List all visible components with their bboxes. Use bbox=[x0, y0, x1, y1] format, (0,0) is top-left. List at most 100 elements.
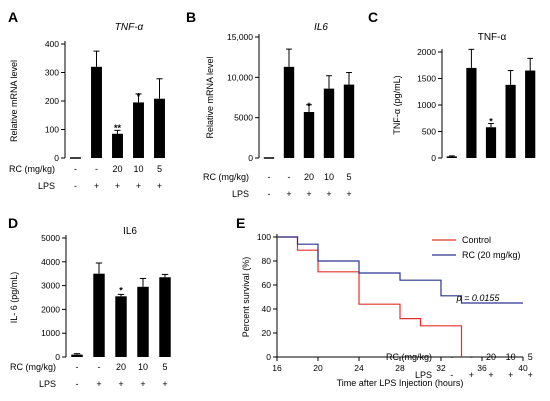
bar bbox=[133, 102, 144, 158]
y-axis-label: Relative mRNA level bbox=[205, 56, 215, 138]
condition-value: - bbox=[98, 362, 101, 372]
y-tick-label: 60 bbox=[262, 280, 272, 290]
condition-label: LPS bbox=[38, 181, 55, 191]
y-tick-label: 40 bbox=[262, 304, 272, 314]
y-tick-label: 1000 bbox=[41, 328, 60, 338]
condition-label: RC (mg/kg) bbox=[9, 164, 55, 174]
y-tick-label: 5000 bbox=[41, 233, 60, 243]
panel-letter: C bbox=[368, 9, 378, 25]
condition-value: - bbox=[74, 164, 77, 174]
bar bbox=[466, 67, 477, 158]
bar bbox=[525, 70, 536, 158]
condition-value: - bbox=[450, 370, 453, 380]
condition-value: + bbox=[115, 181, 120, 191]
bar bbox=[71, 354, 83, 357]
significance-label: * bbox=[137, 91, 141, 101]
chart-title: IL6 bbox=[314, 22, 328, 33]
bar bbox=[323, 88, 335, 158]
panel-letter: A bbox=[8, 9, 18, 25]
x-tick-label: 16 bbox=[272, 363, 282, 373]
condition-value: 10 bbox=[133, 164, 143, 174]
condition-value: - bbox=[95, 164, 98, 174]
significance-label: ** bbox=[114, 123, 122, 133]
condition-value: + bbox=[162, 379, 167, 389]
condition-value: + bbox=[286, 189, 291, 199]
condition-value: + bbox=[488, 370, 493, 380]
bar bbox=[112, 133, 123, 158]
condition-value: - bbox=[268, 189, 271, 199]
condition-value: + bbox=[96, 379, 101, 389]
y-axis-label: Relative mRNA level bbox=[9, 60, 19, 142]
y-tick-label: 15,000 bbox=[227, 32, 253, 42]
x-tick-label: 24 bbox=[354, 363, 364, 373]
y-tick-label: 20 bbox=[262, 328, 272, 338]
panel-letter: B bbox=[186, 9, 196, 25]
condition-label: LPS bbox=[415, 370, 432, 380]
condition-label: LPS bbox=[232, 189, 249, 199]
bar bbox=[93, 273, 105, 357]
panel-letter: D bbox=[8, 215, 18, 231]
series-line-0 bbox=[277, 236, 463, 357]
significance-label: * bbox=[119, 285, 123, 295]
y-tick-label: 100 bbox=[257, 232, 271, 242]
y-tick-label: 5000 bbox=[234, 113, 253, 123]
condition-value: - bbox=[268, 172, 271, 182]
condition-label: RC (mg/kg) bbox=[203, 172, 249, 182]
series-line-1 bbox=[277, 236, 523, 304]
condition-value: + bbox=[528, 370, 533, 380]
panel-b: B 0 5000 10,000 15,000 Relative mRNA level IL6… bbox=[186, 9, 355, 199]
condition-label: LPS bbox=[39, 379, 56, 389]
panel-c: C 0 500 1000 1500 2000 TNF-α (pg/mL) TNF-α * RC (… bbox=[368, 9, 536, 380]
bar bbox=[343, 84, 355, 158]
condition-value: + bbox=[136, 181, 141, 191]
significance-label: * bbox=[307, 101, 311, 111]
legend-entry: RC (20 mg/kg) bbox=[462, 250, 521, 260]
y-axis-label: Percent survival (%) bbox=[241, 257, 251, 338]
significance-label: * bbox=[489, 116, 493, 126]
x-tick-label: 32 bbox=[436, 363, 446, 373]
chart-title: IL6 bbox=[123, 226, 137, 237]
y-tick-label: 2000 bbox=[41, 304, 60, 314]
condition-value: + bbox=[306, 189, 311, 199]
condition-value: 20 bbox=[304, 172, 314, 182]
bar bbox=[485, 127, 497, 158]
bar bbox=[446, 156, 457, 158]
condition-value: 10 bbox=[324, 172, 334, 182]
condition-value: - bbox=[76, 362, 79, 372]
y-tick-label: 0 bbox=[54, 153, 59, 163]
condition-label: RC (mg/kg) bbox=[10, 362, 56, 372]
x-axis-label: Time after LPS Injection (hours) bbox=[337, 378, 464, 388]
y-tick-label: 300 bbox=[45, 68, 59, 78]
legend-entry: Control bbox=[462, 235, 491, 245]
chart-title: TNF-α bbox=[115, 22, 144, 33]
bar bbox=[137, 286, 149, 357]
bar bbox=[303, 112, 315, 158]
y-tick-label: 200 bbox=[45, 96, 59, 106]
condition-value: + bbox=[508, 370, 513, 380]
condition-value: 20 bbox=[112, 164, 122, 174]
y-tick-label: 100 bbox=[45, 125, 59, 135]
y-tick-label: 400 bbox=[45, 39, 59, 49]
bar bbox=[505, 84, 516, 158]
bar bbox=[91, 66, 102, 158]
y-tick-label: 4000 bbox=[41, 257, 60, 267]
condition-value: 5 bbox=[346, 172, 351, 182]
condition-value: + bbox=[94, 181, 99, 191]
x-tick-label: 40 bbox=[518, 363, 528, 373]
x-tick-label: 28 bbox=[395, 363, 405, 373]
condition-value: 5 bbox=[162, 362, 167, 372]
bar bbox=[115, 296, 127, 357]
panel-d: D 0 1000 2000 3000 4000 5000 IL- 6 (pg/mL) IL6 * R… bbox=[8, 215, 171, 389]
y-tick-label: 0 bbox=[431, 153, 436, 163]
bar bbox=[154, 98, 165, 158]
condition-value: + bbox=[157, 181, 162, 191]
y-tick-label: 0 bbox=[266, 352, 271, 362]
y-axis-label: TNF-α (pg/mL) bbox=[392, 75, 402, 134]
y-tick-label: 0 bbox=[55, 352, 60, 362]
y-tick-label: 2000 bbox=[417, 47, 436, 57]
condition-value: - bbox=[74, 181, 77, 191]
bar bbox=[283, 66, 295, 158]
condition-value: + bbox=[326, 189, 331, 199]
